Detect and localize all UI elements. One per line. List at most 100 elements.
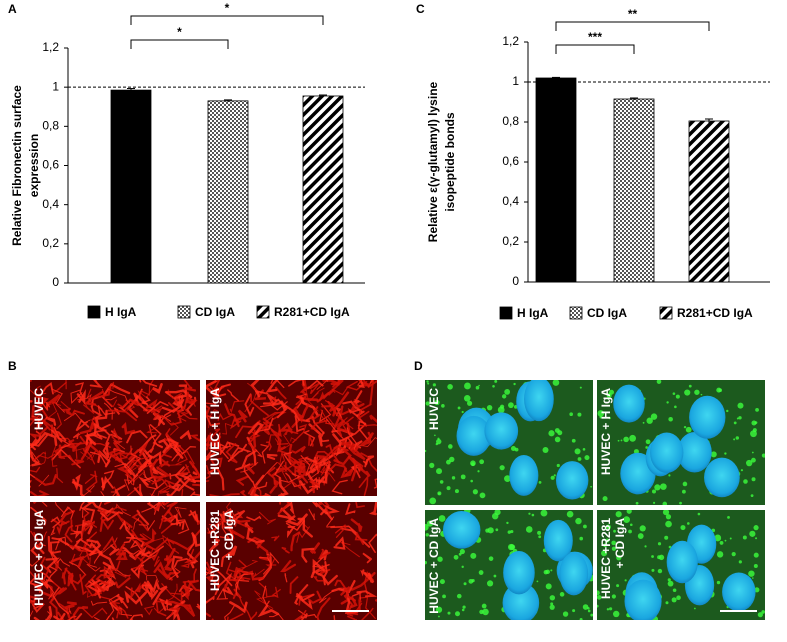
fiber: [253, 568, 265, 578]
fiber: [50, 516, 61, 529]
fiber: [174, 466, 195, 491]
fiber: [288, 443, 296, 465]
fiber: [262, 393, 277, 405]
green-dot: [724, 452, 727, 455]
green-dot: [454, 489, 459, 494]
green-dot: [488, 556, 494, 561]
fiber: [244, 463, 256, 475]
fiber: [166, 502, 178, 514]
fiber: [153, 555, 160, 567]
fiber: [206, 414, 221, 427]
fiber: [79, 573, 87, 596]
fiber: [225, 509, 246, 522]
fiber: [301, 460, 313, 466]
fiber: [115, 549, 128, 561]
legend-swatch: [87, 305, 101, 319]
fiber: [79, 421, 94, 435]
green-dot: [436, 468, 443, 475]
error-bar: [705, 118, 713, 123]
fiber: [54, 587, 67, 595]
green-dot: [435, 606, 443, 613]
fiber: [358, 380, 365, 388]
fiber: [162, 600, 190, 607]
fiber: [73, 530, 83, 543]
green-dot: [508, 543, 515, 551]
green-dot: [605, 524, 611, 530]
fiber: [312, 563, 330, 574]
green-dot: [751, 451, 754, 454]
green-dot: [668, 545, 672, 549]
fiber: [83, 512, 95, 524]
fiber: [342, 416, 354, 436]
green-dot: [590, 613, 593, 617]
fiber: [258, 582, 277, 598]
fiber: [153, 411, 172, 426]
fiber: [68, 561, 87, 576]
green-dot: [606, 392, 612, 398]
fiber: [307, 590, 323, 604]
fiber: [110, 430, 123, 441]
fiber: [192, 471, 198, 476]
fiber: [123, 399, 140, 412]
green-dot: [559, 592, 565, 597]
fiber: [135, 555, 147, 575]
green-dot: [667, 580, 674, 587]
green-dot: [685, 426, 692, 433]
nucleus: [613, 384, 645, 423]
fiber: [364, 455, 375, 468]
green-dot: [501, 394, 507, 399]
green-dot: [470, 552, 477, 559]
fiber: [333, 615, 336, 620]
fiber: [184, 386, 197, 392]
fiber: [147, 451, 162, 465]
fiber: [30, 389, 37, 397]
y-tick-label: 1,2: [502, 34, 519, 48]
fiber: [171, 555, 183, 578]
fiber: [108, 560, 121, 576]
fiber: [320, 456, 330, 476]
green-dot: [642, 421, 645, 424]
fiber: [160, 445, 173, 458]
green-dot: [639, 525, 646, 532]
bar: [302, 95, 344, 284]
y-tick-label: 1,2: [42, 40, 59, 54]
green-dot: [737, 402, 744, 409]
green-dot: [735, 436, 739, 440]
fiber: [269, 478, 280, 494]
micrograph-label: HUVEC +R281: [208, 510, 222, 591]
green-dot: [425, 523, 429, 531]
green-dot: [658, 554, 665, 561]
fiber: [98, 506, 127, 518]
fiber: [357, 380, 362, 386]
fiber: [100, 423, 111, 445]
green-dot: [438, 615, 440, 618]
micrograph-content: [597, 380, 765, 505]
fiber: [64, 525, 74, 543]
nucleus: [559, 552, 589, 596]
fiber: [144, 584, 153, 598]
fiber: [206, 561, 213, 574]
fiber: [34, 431, 58, 447]
y-tick-label: 0,6: [502, 154, 519, 168]
green-dot: [487, 527, 494, 534]
green-dot: [449, 456, 455, 463]
fiber: [191, 550, 200, 563]
fiber: [101, 475, 114, 489]
fiber: [222, 586, 235, 596]
fiber: [143, 605, 155, 616]
fiber: [40, 556, 50, 581]
green-dot: [757, 612, 763, 618]
nucleus: [677, 432, 712, 473]
fiber: [114, 462, 135, 486]
fiber: [149, 490, 163, 496]
fiber: [67, 439, 82, 450]
green-dot: [425, 560, 427, 565]
fiber: [209, 493, 240, 496]
green-dot: [611, 546, 616, 551]
fiber: [335, 407, 343, 419]
fiber: [168, 567, 181, 581]
green-dot: [566, 510, 574, 518]
fiber: [246, 515, 262, 522]
fiber: [100, 511, 124, 521]
fiber: [235, 573, 254, 596]
